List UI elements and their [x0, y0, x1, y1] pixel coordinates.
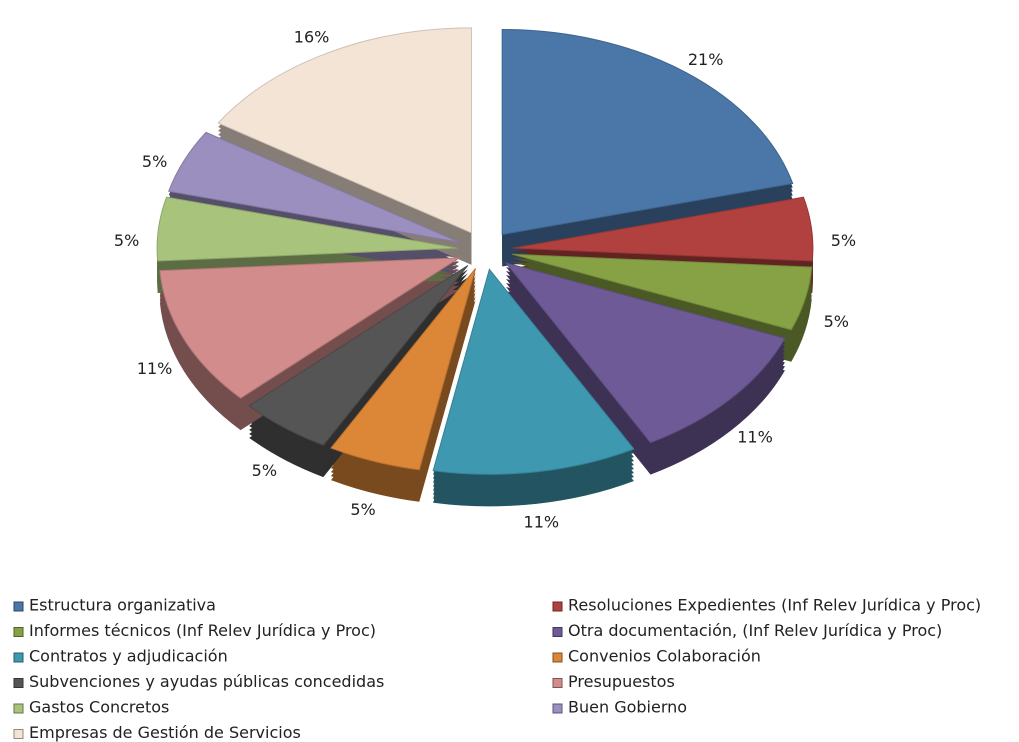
data-label: 21% — [688, 50, 724, 69]
legend-swatch — [553, 679, 562, 688]
legend-label: Subvenciones y ayudas públicas concedida… — [29, 672, 384, 691]
legend-label: Estructura organizativa — [29, 596, 216, 615]
data-label: 5% — [114, 231, 139, 250]
legend-label: Gastos Concretos — [29, 698, 169, 717]
legend-label: Presupuestos — [568, 672, 675, 691]
data-label: 5% — [350, 500, 375, 519]
legend-swatch — [14, 628, 23, 637]
legend-label: Informes técnicos (Inf Relev Jurídica y … — [29, 621, 376, 640]
data-label: 11% — [137, 359, 173, 378]
legend-swatch — [14, 653, 23, 662]
legend-label: Empresas de Gestión de Servicios — [29, 723, 301, 742]
legend-swatch — [553, 628, 562, 637]
legend-swatch — [14, 602, 23, 611]
legend-swatch — [553, 704, 562, 713]
legend-label: Convenios Colaboración — [568, 647, 761, 666]
data-label: 11% — [737, 427, 773, 446]
legend-swatch — [14, 704, 23, 713]
legend-swatch — [553, 602, 562, 611]
legend-label: Buen Gobierno — [568, 698, 687, 717]
data-label: 11% — [524, 512, 560, 531]
data-label: 16% — [294, 28, 330, 47]
chart: 21% 5% 5% 11% 11% 5% 5% 11% 5% 5% 16% Estructura or… — [0, 0, 1019, 742]
legend-label: Otra documentación, (Inf Relev Jurídica … — [568, 621, 942, 640]
legend-label: Contratos y adjudicación — [29, 647, 228, 666]
legend-swatch — [14, 679, 23, 688]
legend-swatch — [14, 730, 23, 739]
data-label: 5% — [252, 461, 277, 480]
data-label: 5% — [142, 152, 167, 171]
legend-label: Resoluciones Expedientes (Inf Relev Jurí… — [568, 596, 981, 615]
data-label: 5% — [824, 312, 849, 331]
legend-swatch — [553, 653, 562, 662]
data-label: 5% — [831, 231, 856, 250]
